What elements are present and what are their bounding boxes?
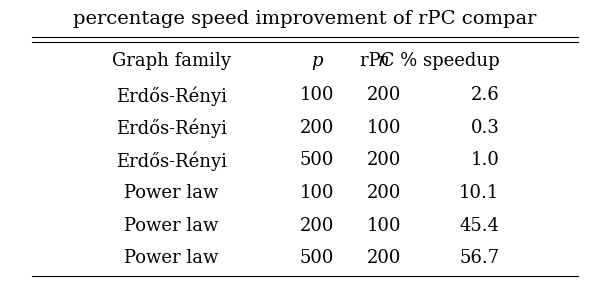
Text: percentage speed improvement of rPC compar: percentage speed improvement of rPC comp… xyxy=(73,10,537,28)
Text: 56.7: 56.7 xyxy=(459,249,500,267)
Text: 100: 100 xyxy=(367,217,401,235)
Text: Power law: Power law xyxy=(124,217,218,235)
Text: 500: 500 xyxy=(300,249,334,267)
Text: 100: 100 xyxy=(300,86,334,104)
Text: 200: 200 xyxy=(367,152,401,170)
Text: 200: 200 xyxy=(367,249,401,267)
Text: 100: 100 xyxy=(300,184,334,202)
Text: 200: 200 xyxy=(300,217,334,235)
Text: Power law: Power law xyxy=(124,184,218,202)
Text: 45.4: 45.4 xyxy=(459,217,500,235)
Text: 2.6: 2.6 xyxy=(470,86,500,104)
Text: Erdős-Rényi: Erdős-Rényi xyxy=(116,152,227,171)
Text: 500: 500 xyxy=(300,152,334,170)
Text: 100: 100 xyxy=(367,119,401,137)
Text: n: n xyxy=(378,52,390,70)
Text: Power law: Power law xyxy=(124,249,218,267)
Text: 1.0: 1.0 xyxy=(470,152,500,170)
Text: rPC % speedup: rPC % speedup xyxy=(360,52,500,70)
Text: 10.1: 10.1 xyxy=(459,184,500,202)
Text: 200: 200 xyxy=(367,184,401,202)
Text: 0.3: 0.3 xyxy=(470,119,500,137)
Text: Erdős-Rényi: Erdős-Rényi xyxy=(116,86,227,106)
Text: 200: 200 xyxy=(300,119,334,137)
Text: Erdős-Rényi: Erdős-Rényi xyxy=(116,119,227,138)
Text: Graph family: Graph family xyxy=(112,52,231,70)
Text: p: p xyxy=(311,52,323,70)
Text: 200: 200 xyxy=(367,86,401,104)
